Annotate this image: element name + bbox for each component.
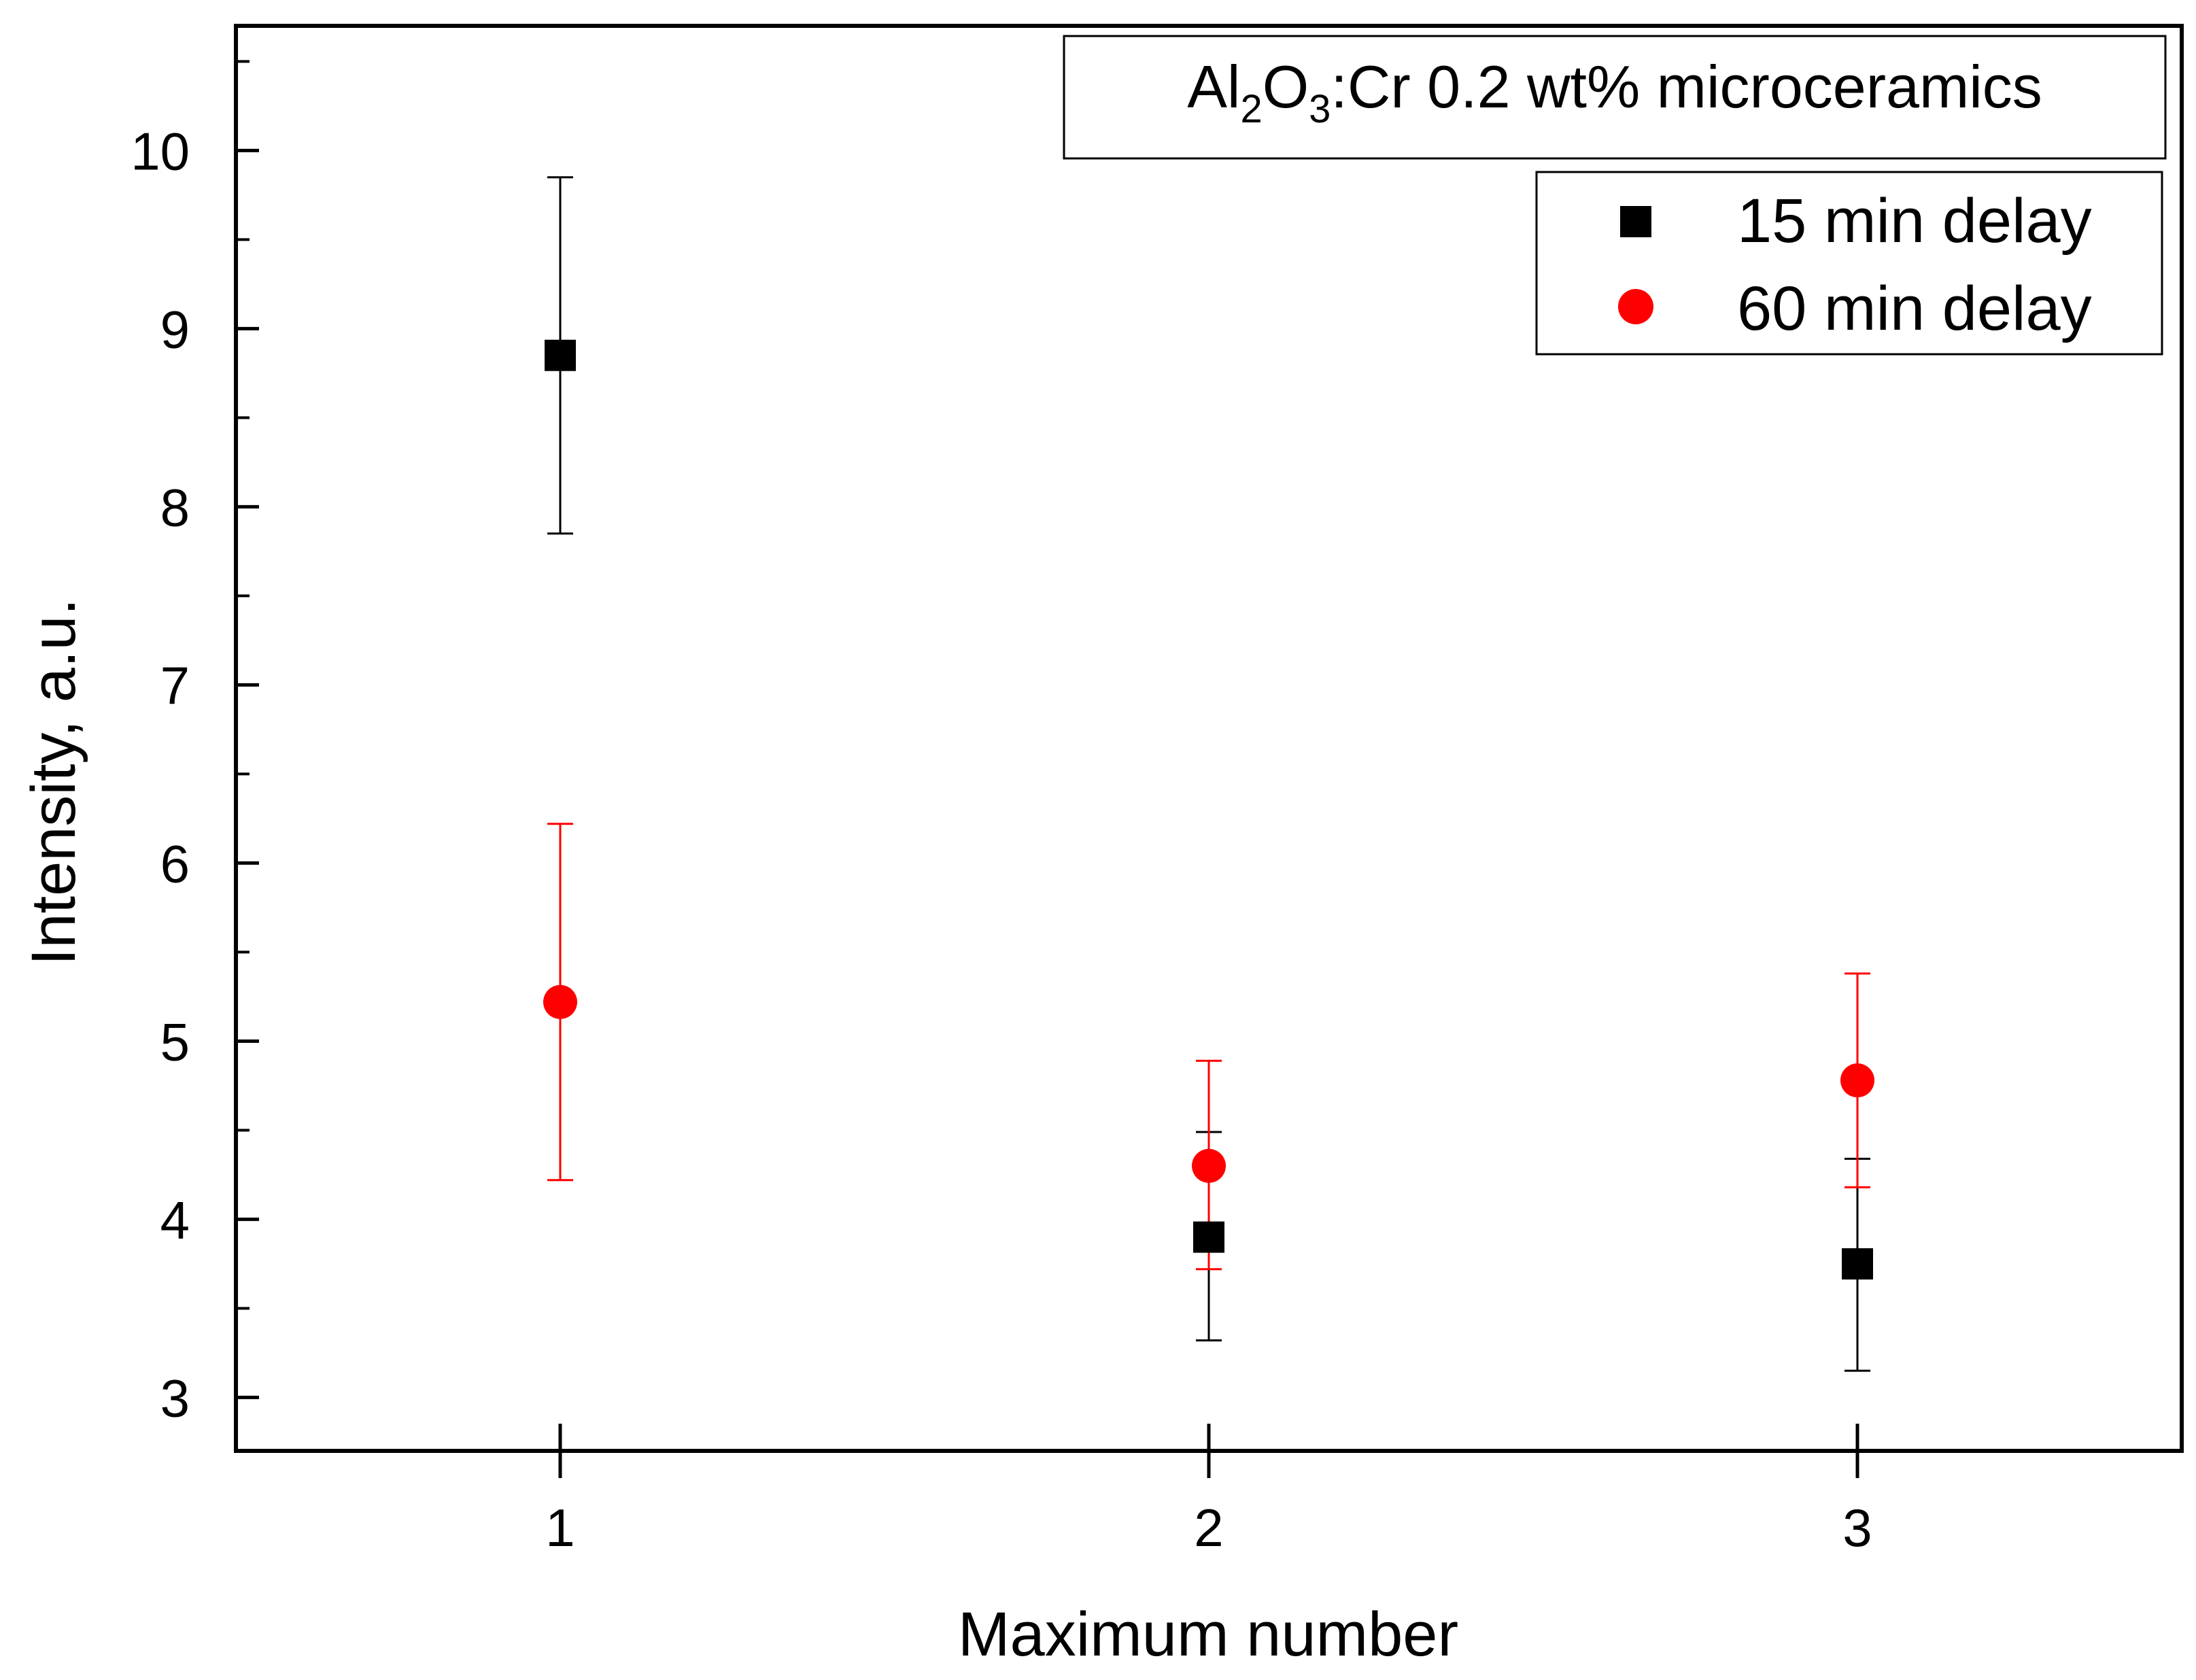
x-axis-label: Maximum number (958, 1600, 1458, 1669)
chart-title: Al2O3:Cr 0.2 wt% microceramics (1187, 53, 2042, 131)
x-tick-label-2: 2 (1194, 1498, 1223, 1558)
y-tick-label-6: 6 (160, 834, 190, 893)
y-tick-label-5: 5 (160, 1012, 190, 1072)
point-15min-2 (1193, 1221, 1224, 1253)
chart-title-box: Al2O3:Cr 0.2 wt% microceramics (1063, 35, 2167, 160)
y-tick-label-4: 4 (160, 1190, 190, 1250)
point-60min-1 (543, 984, 577, 1019)
title-o: O (1263, 53, 1309, 120)
x-axis-ticks: 1 2 3 (545, 1424, 1872, 1558)
legend: 15 min delay 60 min delay (1535, 171, 2163, 356)
legend-frame (1535, 171, 2163, 356)
y-tick-label-7: 7 (160, 655, 190, 715)
title-sub-3: 3 (1309, 87, 1331, 131)
legend-marker-60min (1618, 289, 1653, 324)
y-tick-label-8: 8 (160, 477, 190, 537)
title-rest: :Cr 0.2 wt% microceramics (1331, 53, 2042, 120)
points-layer (543, 339, 1874, 1280)
chart-title-frame (1063, 35, 2167, 160)
x-tick-label-3: 3 (1842, 1498, 1872, 1558)
legend-marker-15min (1620, 206, 1651, 237)
point-60min-3 (1840, 1063, 1874, 1098)
y-tick-label-3: 3 (160, 1368, 190, 1428)
legend-label-60min: 60 min delay (1737, 274, 2092, 343)
y-tick-label-10: 10 (131, 121, 190, 181)
y-axis-label: Intensity, a.u. (19, 598, 88, 965)
point-15min-1 (545, 339, 576, 371)
y-tick-label-9: 9 (160, 299, 190, 359)
point-60min-2 (1192, 1148, 1226, 1183)
x-tick-label-1: 1 (545, 1498, 574, 1558)
errorbars-layer (547, 176, 1870, 1372)
title-al: Al (1187, 53, 1240, 120)
point-15min-3 (1842, 1248, 1873, 1280)
legend-label-15min: 15 min delay (1737, 186, 2092, 256)
title-sub-2: 2 (1240, 87, 1262, 131)
y-axis-ticks: 3 4 5 6 7 8 9 10 (131, 60, 259, 1428)
